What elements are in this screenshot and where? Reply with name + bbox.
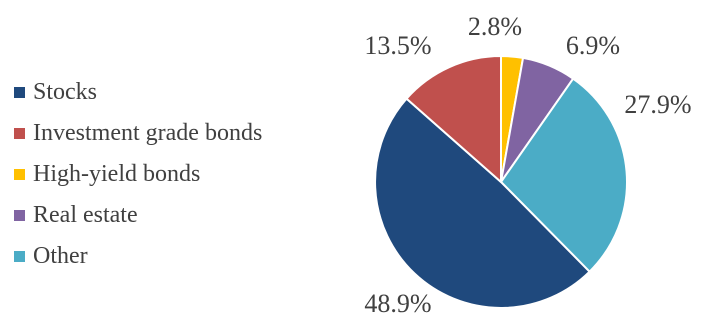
chart-legend: Stocks Investment grade bonds High-yield b…: [14, 72, 262, 277]
legend-swatch: [14, 169, 25, 180]
data-label-stocks: 48.9%: [364, 289, 431, 318]
pie-slice-investment-grade-bonds: [405, 55, 502, 183]
legend-item-high-yield-bonds: High-yield bonds: [14, 154, 262, 195]
legend-item-investment-grade-bonds: Investment grade bonds: [14, 113, 262, 154]
pie-slices: [374, 54, 628, 309]
legend-label: Investment grade bonds: [33, 120, 263, 146]
legend-label: Real estate: [33, 202, 138, 228]
legend-item-stocks: Stocks: [14, 72, 262, 113]
legend-label: Stocks: [33, 79, 98, 105]
legend-label: Other: [33, 243, 88, 269]
pie-data-labels: 2.8% 6.9% 27.9% 48.9% 13.5%: [364, 12, 691, 318]
data-label-real-estate: 6.9%: [566, 31, 620, 60]
data-label-other: 27.9%: [624, 90, 691, 119]
legend-swatch: [14, 210, 25, 221]
pie-slice-other: [500, 77, 628, 273]
legend-label: High-yield bonds: [33, 161, 201, 187]
legend-swatch: [14, 87, 25, 98]
legend-item-other: Other: [14, 236, 262, 277]
data-label-high-yield-bonds: 2.8%: [468, 12, 522, 41]
legend-swatch: [14, 128, 25, 139]
data-label-investment-grade-bonds: 13.5%: [364, 31, 431, 60]
pie-slice-stocks: [374, 97, 591, 309]
legend-item-real-estate: Real estate: [14, 195, 262, 236]
legend-swatch: [14, 251, 25, 262]
